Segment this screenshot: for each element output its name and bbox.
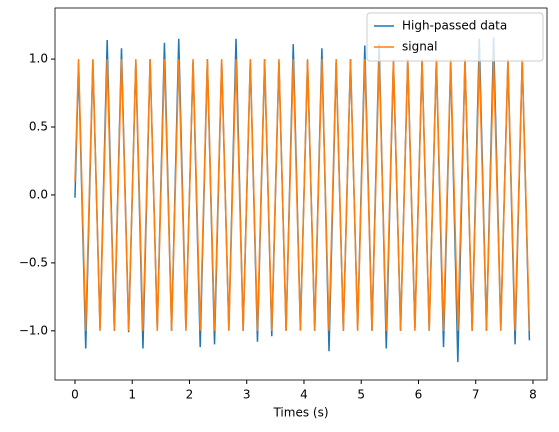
- y-tick-label: 0.0: [29, 187, 48, 201]
- series-line: [74, 59, 531, 331]
- x-axis-label: Times (s): [272, 406, 328, 420]
- x-tick-label: 2: [186, 388, 194, 402]
- y-tick-label: −0.5: [19, 255, 48, 269]
- legend-label: signal: [402, 40, 438, 54]
- legend-box: [366, 12, 544, 62]
- x-tick-label: 8: [529, 388, 537, 402]
- x-tick-label: 6: [415, 388, 423, 402]
- y-tick-label: 1.0: [29, 52, 48, 66]
- x-tick-label: 0: [71, 388, 79, 402]
- x-tick-label: 3: [243, 388, 251, 402]
- axes-frame: [54, 7, 548, 381]
- legend-label: High-passed data: [402, 19, 507, 33]
- x-tick-label: 4: [300, 388, 308, 402]
- x-tick-label: 5: [357, 388, 365, 402]
- x-tick-label: 1: [128, 388, 136, 402]
- x-tick-label: 7: [472, 388, 480, 402]
- y-tick-label: 0.5: [29, 120, 48, 134]
- y-tick-label: −1.0: [19, 323, 48, 337]
